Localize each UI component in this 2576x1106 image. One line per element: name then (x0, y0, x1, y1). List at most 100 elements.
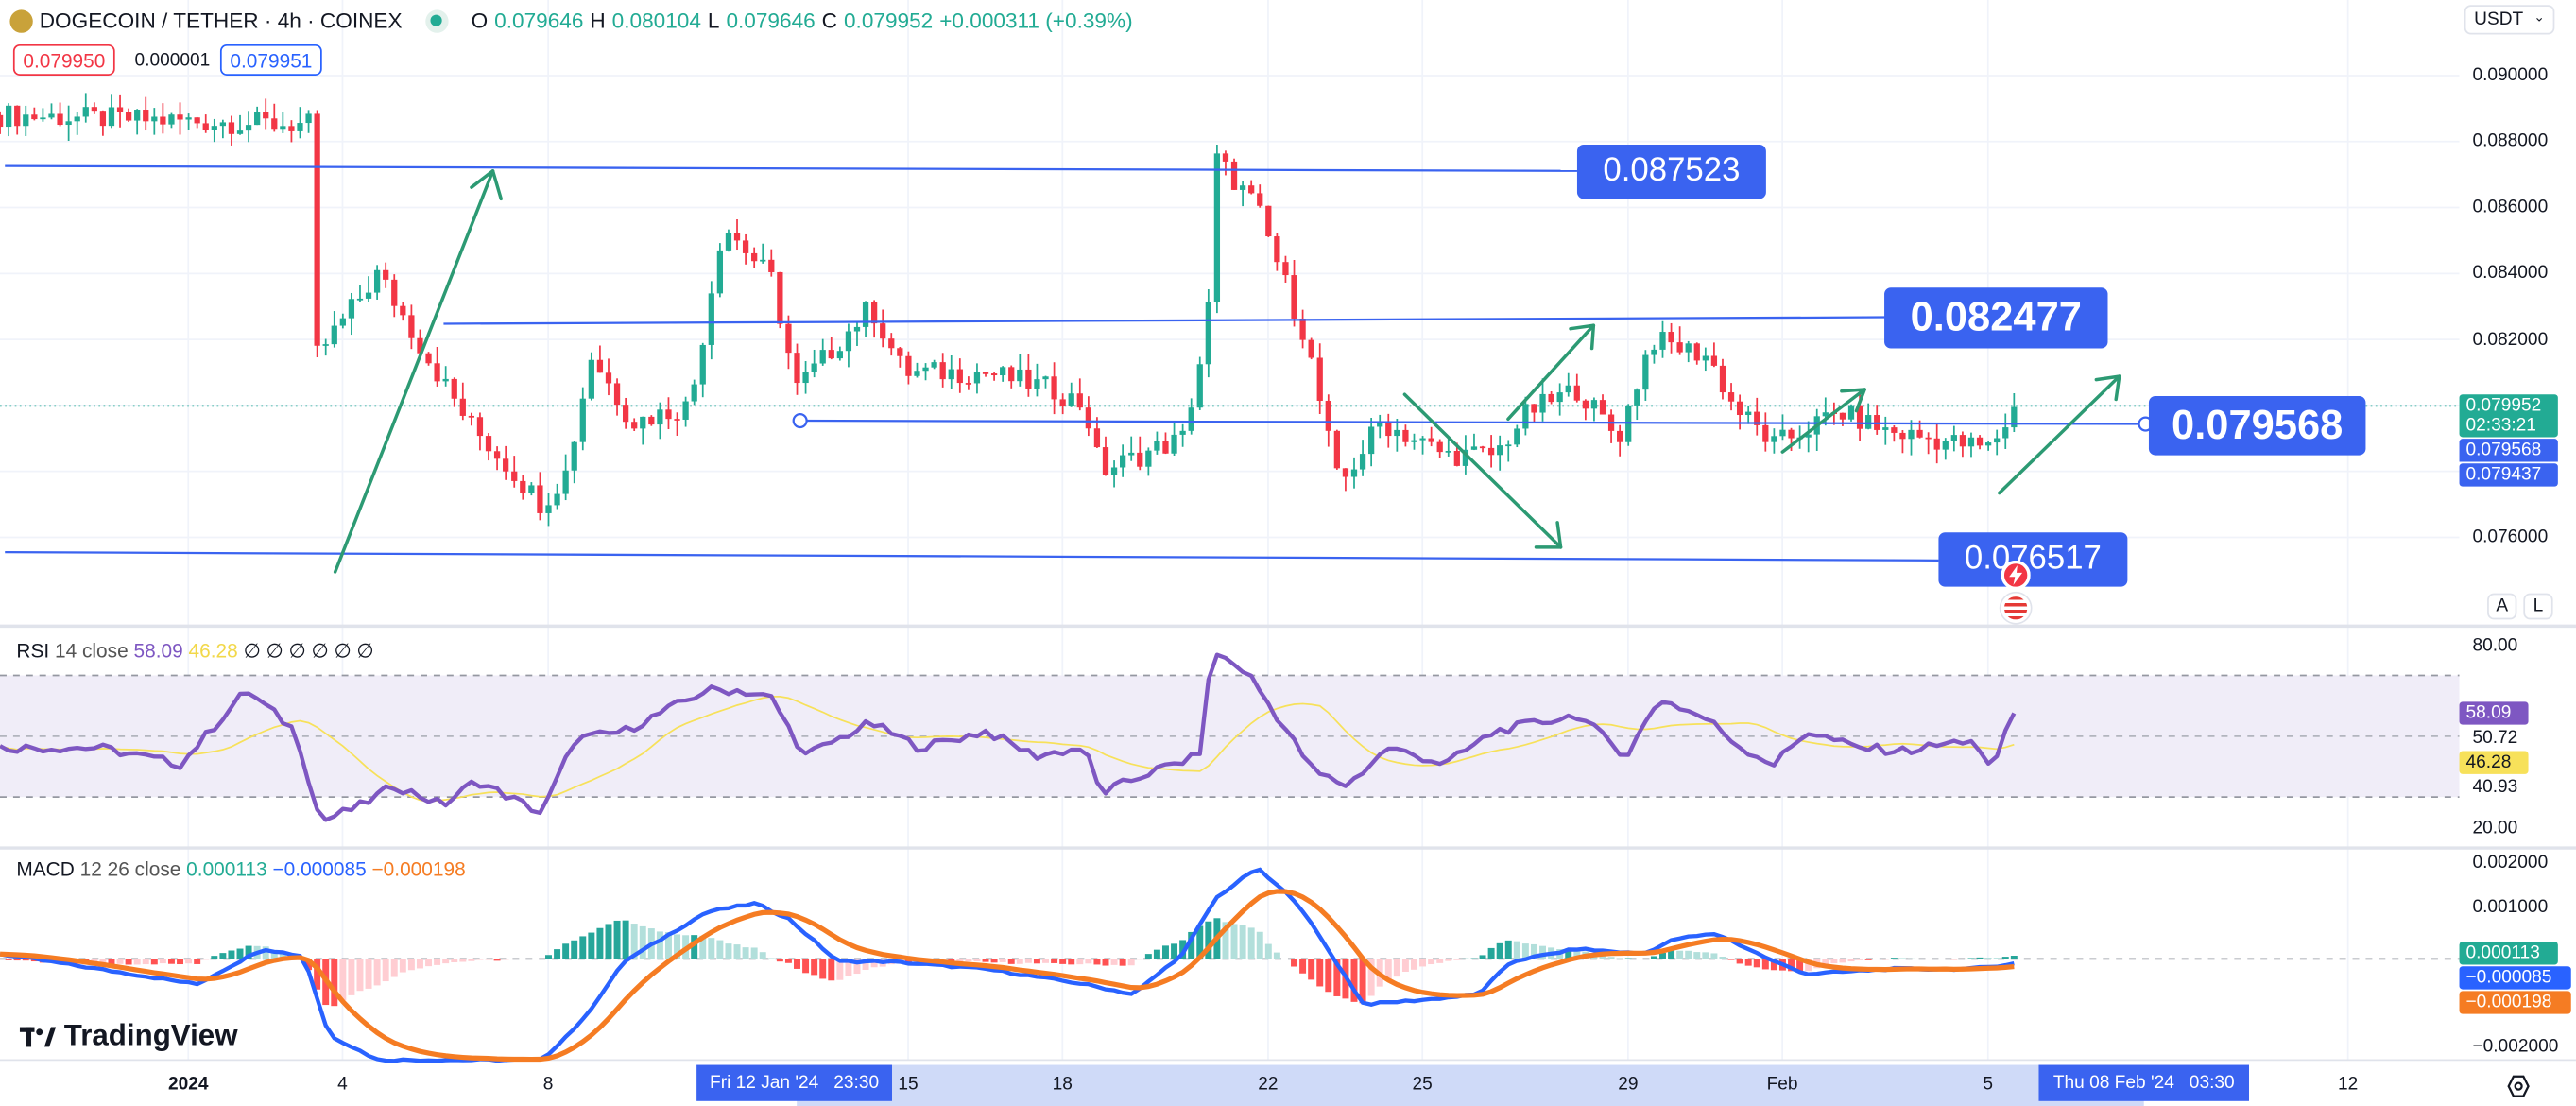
level-label-1[interactable]: 0.087523 (1576, 144, 1766, 199)
candle-body (1316, 357, 1323, 401)
candle-body (956, 369, 963, 384)
candle-body (485, 436, 492, 452)
candle-body (1856, 405, 1863, 429)
candle-body (1479, 446, 1486, 449)
candle-body (91, 107, 97, 112)
macd-histogram-bar (571, 940, 578, 959)
macd-histogram-bar (1359, 959, 1366, 1004)
macd-histogram-bar (1702, 952, 1709, 959)
candle-body (982, 372, 989, 374)
macd-hist-tag: 0.000113 (2459, 942, 2558, 965)
macd-params: 12 26 close (79, 857, 181, 881)
event-lightning-icon[interactable] (2001, 560, 2031, 591)
candle-body (1754, 411, 1760, 425)
candle-body (1051, 376, 1057, 400)
macd-histogram-bar (845, 959, 852, 976)
candle-body (1308, 339, 1314, 358)
rsi-legend[interactable]: RSI 14 close 58.09 46.28 ∅ ∅ ∅ ∅ ∅ ∅ (16, 639, 373, 662)
open-value: 0.079646 (494, 8, 584, 33)
macd-histogram-bar (1102, 959, 1109, 966)
candle-body (1325, 400, 1331, 431)
candle-body (1617, 430, 1623, 442)
symbol-title[interactable]: DOGECOIN / TETHER · 4h · COINEX (39, 8, 403, 33)
arrow-up-2 (1506, 323, 1596, 422)
macd-histogram-bar (1247, 927, 1255, 959)
log-scale-button[interactable]: L (2523, 593, 2553, 620)
candle-body (271, 118, 278, 130)
candle-body (880, 323, 886, 339)
candle-body (451, 378, 457, 399)
macd-histogram-bar (664, 932, 672, 959)
macd-histogram-bar (1059, 959, 1067, 964)
macd-histogram-bar (194, 959, 201, 964)
candle-body (665, 409, 672, 420)
rsi-ma-tag: 46.28 (2459, 751, 2529, 774)
symbol-header: DOGECOIN / TETHER · 4h · COINEX O 0.07964… (9, 8, 1133, 33)
macd-histogram-bar (1521, 943, 1529, 959)
macd-histogram-bar (1350, 959, 1358, 1002)
candle-body (853, 326, 861, 332)
currency-select[interactable]: USDT ⌄ (2464, 5, 2555, 35)
macd-legend[interactable]: MACD 12 26 close 0.000113 −0.000085 −0.0… (16, 857, 465, 880)
candle-body (476, 417, 484, 437)
level-label-2[interactable]: 0.082477 (1884, 287, 2108, 349)
candle-body (1959, 435, 1966, 447)
arrow-down (1402, 392, 1563, 549)
price-tick: 0.084000 (2472, 263, 2549, 284)
macd-pane (0, 867, 2018, 1063)
candle-body (511, 471, 518, 481)
level-label-4[interactable]: 0.076517 (1938, 532, 2128, 587)
candle-body (751, 252, 758, 262)
macd-histogram-bar (1127, 959, 1135, 966)
candle-body (1128, 452, 1135, 456)
time-label: 8 (542, 1074, 554, 1095)
macd-histogram-bar (836, 959, 844, 980)
candle-body (588, 359, 594, 399)
macd-histogram-bar (348, 959, 355, 995)
candle-body (356, 298, 364, 301)
sell-button[interactable]: 0.079950 (12, 43, 115, 76)
buy-button[interactable]: 0.079951 (219, 43, 322, 76)
candle-body (1034, 379, 1040, 389)
macd-histogram-bar (1085, 959, 1092, 964)
candle-body (554, 493, 560, 506)
time-label: 2024 (167, 1074, 209, 1095)
candle-body (211, 126, 217, 130)
macd-histogram-bar (562, 943, 570, 959)
settings-gear-icon[interactable] (2507, 1075, 2530, 1097)
macd-histogram-bar (613, 920, 621, 959)
macd-histogram-bar (1530, 943, 1537, 959)
close-label: C (821, 8, 838, 33)
candle-body (185, 117, 192, 120)
level-label-3[interactable]: 0.079568 (2148, 395, 2366, 456)
macd-histogram-bar (1599, 955, 1606, 959)
macd-name: MACD (16, 857, 75, 881)
macd-histogram-bar (185, 959, 193, 964)
candle-body (245, 125, 252, 131)
level-line-4 (5, 551, 1939, 562)
candle-body (973, 372, 981, 384)
candle-body (1470, 446, 1478, 450)
time-label: 18 (1052, 1074, 1073, 1095)
drawing-handle[interactable] (792, 412, 808, 429)
candle-body (1213, 153, 1221, 302)
tradingview-logo[interactable]: TradingView (19, 1019, 238, 1054)
candle-body (1710, 355, 1718, 366)
macd-histogram-bar (784, 959, 792, 963)
macd-histogram-bar (167, 959, 175, 964)
us-flag-event-icon[interactable] (2001, 593, 2031, 623)
macd-histogram-bar (605, 924, 612, 959)
candle-body (1771, 436, 1777, 442)
macd-histogram-bar (219, 953, 227, 959)
candle-body (682, 401, 689, 420)
candle-body (1162, 441, 1169, 454)
macd-histogram-bar (1890, 958, 1898, 959)
rsi-ma-value: 46.28 (188, 639, 238, 663)
market-status-icon[interactable] (424, 9, 449, 32)
candle-body (383, 269, 389, 280)
auto-scale-button[interactable]: A (2487, 593, 2517, 620)
candle-body (1453, 450, 1460, 466)
candle-body (14, 105, 21, 127)
